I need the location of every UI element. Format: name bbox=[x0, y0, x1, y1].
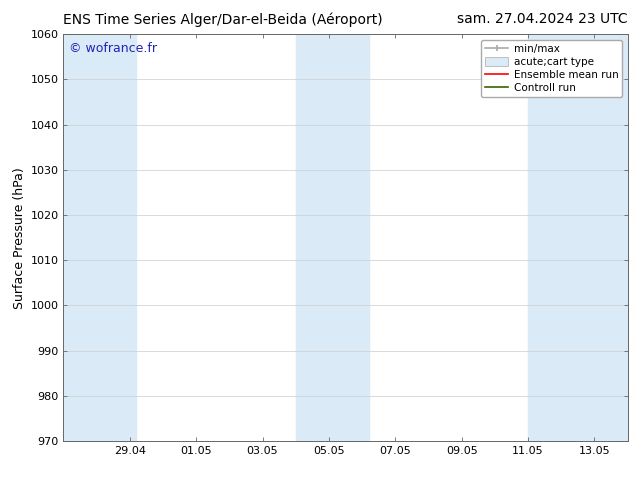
Text: © wofrance.fr: © wofrance.fr bbox=[69, 43, 157, 55]
Bar bbox=[295, 34, 369, 441]
Bar bbox=[528, 34, 628, 441]
Text: sam. 27.04.2024 23 UTC: sam. 27.04.2024 23 UTC bbox=[457, 12, 628, 26]
Y-axis label: Surface Pressure (hPa): Surface Pressure (hPa) bbox=[13, 167, 26, 309]
Text: ENS Time Series Alger/Dar-el-Beida (Aéroport): ENS Time Series Alger/Dar-el-Beida (Aéro… bbox=[63, 12, 383, 27]
Legend: min/max, acute;cart type, Ensemble mean run, Controll run: min/max, acute;cart type, Ensemble mean … bbox=[481, 40, 623, 97]
Bar bbox=[63, 34, 136, 441]
